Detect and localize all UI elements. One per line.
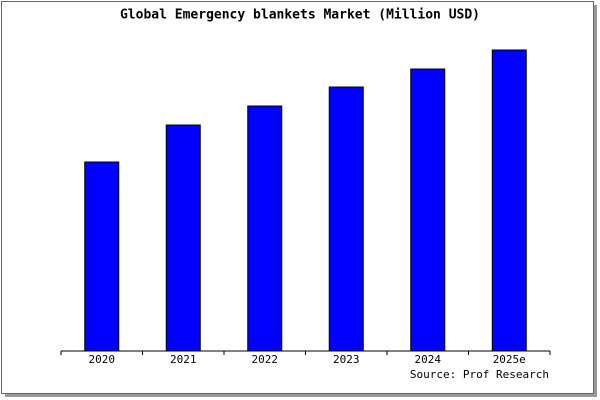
source-note: Source: Prof Research <box>410 368 549 381</box>
plot-area <box>61 47 550 351</box>
x-tick-label: 2021 <box>170 353 197 366</box>
bar <box>84 161 120 352</box>
x-tick-label: 2025e <box>493 353 526 366</box>
x-tick-label: 2020 <box>89 353 116 366</box>
chart-title: Global Emergency blankets Market (Millio… <box>120 8 480 23</box>
bar <box>410 68 446 352</box>
x-tick-label: 2023 <box>333 353 360 366</box>
x-tick-label: 2024 <box>415 353 442 366</box>
bar <box>491 49 527 352</box>
x-tick-label: 2022 <box>252 353 279 366</box>
bar <box>328 86 364 352</box>
bar <box>165 124 201 352</box>
bar <box>247 105 283 352</box>
